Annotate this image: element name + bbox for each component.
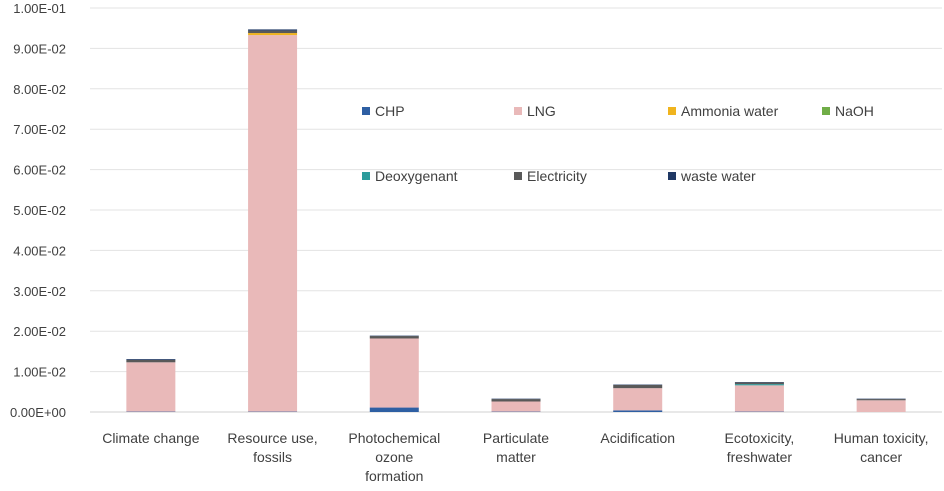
legend-swatch <box>362 107 370 115</box>
bar-segment <box>856 399 906 401</box>
legend-label: Ammonia water <box>681 103 779 119</box>
legend-swatch <box>362 172 370 180</box>
bar-segment <box>734 385 784 412</box>
x-category-label: Human toxicity, cancer <box>834 430 929 465</box>
y-tick-label: 0.00E+00 <box>10 405 66 420</box>
legend-label: NaOH <box>835 103 874 119</box>
legend-label: CHP <box>375 103 405 119</box>
y-tick-label: 6.00E-02 <box>13 163 66 178</box>
bar-segment <box>248 35 298 412</box>
y-tick-label: 4.00E-02 <box>13 243 66 258</box>
y-tick-label: 5.00E-02 <box>13 203 66 218</box>
y-tick-label: 9.00E-02 <box>13 41 66 56</box>
bar-segment <box>369 338 419 408</box>
bar-segment <box>734 384 784 386</box>
x-category-label: Climate change <box>102 430 199 446</box>
x-category-label: Ecotoxicity, freshwater <box>725 430 795 465</box>
bar-segment <box>856 400 906 412</box>
bar-segment <box>369 407 419 412</box>
y-tick-label: 1.00E-01 <box>13 1 66 16</box>
legend-label: Electricity <box>527 168 587 184</box>
bar-segment <box>491 399 541 402</box>
bar-segment <box>491 401 541 412</box>
y-tick-label: 7.00E-02 <box>13 122 66 137</box>
legend-label: waste water <box>680 168 756 184</box>
y-tick-label: 1.00E-02 <box>13 365 66 380</box>
bar-segment <box>248 30 298 34</box>
x-category-label: Resource use, fossils <box>227 430 317 465</box>
legend-swatch <box>822 107 830 115</box>
bar-segment <box>126 362 176 412</box>
bar-segment <box>126 359 176 360</box>
x-category-label: Photochemical ozone formation <box>348 430 440 484</box>
legend-swatch <box>514 172 522 180</box>
x-category-label: Acidification <box>600 430 675 446</box>
legend-label: LNG <box>527 103 556 119</box>
bar-segment <box>613 410 663 412</box>
legend-swatch <box>514 107 522 115</box>
bar-segment <box>248 29 298 31</box>
y-tick-label: 8.00E-02 <box>13 82 66 97</box>
bar-segment <box>369 336 419 339</box>
bar-segment <box>126 359 176 363</box>
y-tick-label: 3.00E-02 <box>13 284 66 299</box>
legend-label: Deoxygenant <box>375 168 458 184</box>
bar-segment <box>613 384 663 389</box>
bar-segment <box>734 382 784 385</box>
legend-swatch <box>668 172 676 180</box>
x-category-label: Particulate matter <box>483 430 549 465</box>
legend-swatch <box>668 107 676 115</box>
bar-segment <box>248 33 298 36</box>
bar-segment <box>613 388 663 411</box>
y-tick-label: 2.00E-02 <box>13 324 66 339</box>
